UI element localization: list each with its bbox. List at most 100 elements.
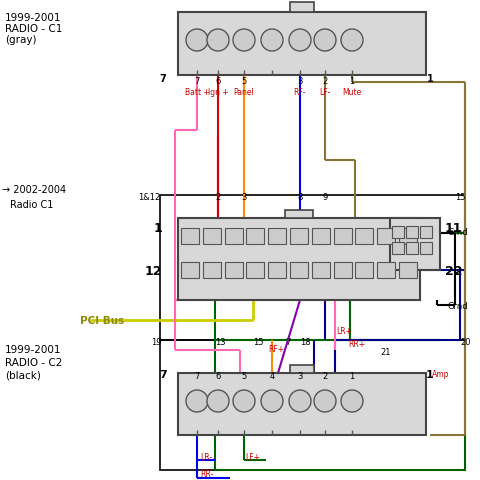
Text: 1&12: 1&12 [137,193,160,202]
Text: 1: 1 [153,222,162,235]
Text: (black): (black) [5,371,41,381]
Text: PCI Bus: PCI Bus [80,316,124,326]
Circle shape [261,390,282,412]
Text: 11: 11 [444,222,462,235]
Text: 3: 3 [241,193,246,202]
Text: RR+: RR+ [347,340,364,349]
Bar [419,226,431,238]
Text: 2: 2 [215,193,220,202]
Text: 6: 6 [215,372,220,381]
Text: LR+: LR+ [336,327,351,336]
Text: 3: 3 [297,372,302,381]
Text: 7: 7 [159,74,166,84]
Circle shape [340,390,362,412]
Circle shape [186,390,207,412]
Bar [311,262,329,278]
Text: 1: 1 [348,77,354,86]
Text: 7: 7 [159,370,167,380]
Text: 21: 21 [379,348,390,357]
Bar [419,242,431,254]
Bar [333,228,351,244]
Text: 3: 3 [297,77,302,86]
Bar [405,242,417,254]
Text: RADIO - C1: RADIO - C1 [5,24,62,34]
Text: 6: 6 [215,77,220,86]
Text: LF+: LF+ [244,453,260,462]
Text: 7: 7 [194,77,199,86]
Bar [203,228,220,244]
Bar [391,226,403,238]
Text: 1999-2001: 1999-2001 [5,345,61,355]
Bar [178,218,419,300]
Bar [246,228,264,244]
Bar [178,12,425,75]
Bar [180,228,199,244]
Circle shape [313,29,336,51]
Text: LR-: LR- [200,453,212,462]
Text: 20: 20 [459,338,469,347]
Circle shape [232,390,254,412]
Text: 12: 12 [144,265,162,278]
Bar [246,262,264,278]
Bar [289,2,313,12]
Circle shape [186,29,207,51]
Bar [178,373,425,435]
Circle shape [288,29,311,51]
Text: Ign +: Ign + [207,88,228,97]
Text: 18: 18 [300,338,310,347]
Text: 15: 15 [454,193,465,202]
Text: 7: 7 [194,372,199,381]
Text: RR-: RR- [200,470,213,479]
Bar [355,262,372,278]
Text: 5: 5 [241,372,246,381]
Bar [389,218,439,270]
Bar [268,262,286,278]
Bar [311,228,329,244]
Text: 13: 13 [215,338,225,347]
Text: Panel: Panel [233,88,254,97]
Bar [355,228,372,244]
Text: 9: 9 [322,193,327,202]
Bar [268,228,286,244]
Circle shape [340,29,362,51]
Text: (gray): (gray) [5,35,36,45]
Bar [333,262,351,278]
Bar [398,228,416,244]
Text: 22: 22 [444,265,462,278]
Bar [391,242,403,254]
Text: → 2002-2004: → 2002-2004 [2,185,66,195]
Bar [289,365,313,373]
Circle shape [206,29,228,51]
Text: 1: 1 [426,74,432,84]
Text: 2: 2 [322,77,327,86]
Text: RADIO - C2: RADIO - C2 [5,358,62,368]
Text: LF-: LF- [319,88,330,97]
Circle shape [206,390,228,412]
Bar [180,262,199,278]
Text: Grnd: Grnd [447,302,468,311]
Text: Mute: Mute [342,88,361,97]
Bar [160,195,464,340]
Circle shape [288,390,311,412]
Bar [376,228,395,244]
Bar [160,340,464,470]
Circle shape [261,29,282,51]
Text: RF-: RF- [293,88,306,97]
Text: Grnd: Grnd [447,228,468,237]
Text: 1: 1 [425,370,433,380]
Text: 8: 8 [297,193,302,202]
Bar [224,228,242,244]
Bar [203,262,220,278]
Text: 1999-2001: 1999-2001 [5,13,61,23]
Bar [376,262,395,278]
Text: 15: 15 [252,338,263,347]
Text: 7: 7 [285,338,290,347]
Text: 19: 19 [151,338,162,347]
Text: 5: 5 [241,77,246,86]
Bar [398,262,416,278]
Text: 1: 1 [348,372,354,381]
Bar [224,262,242,278]
Bar [289,228,307,244]
Text: 4: 4 [269,372,274,381]
Text: 2: 2 [322,372,327,381]
